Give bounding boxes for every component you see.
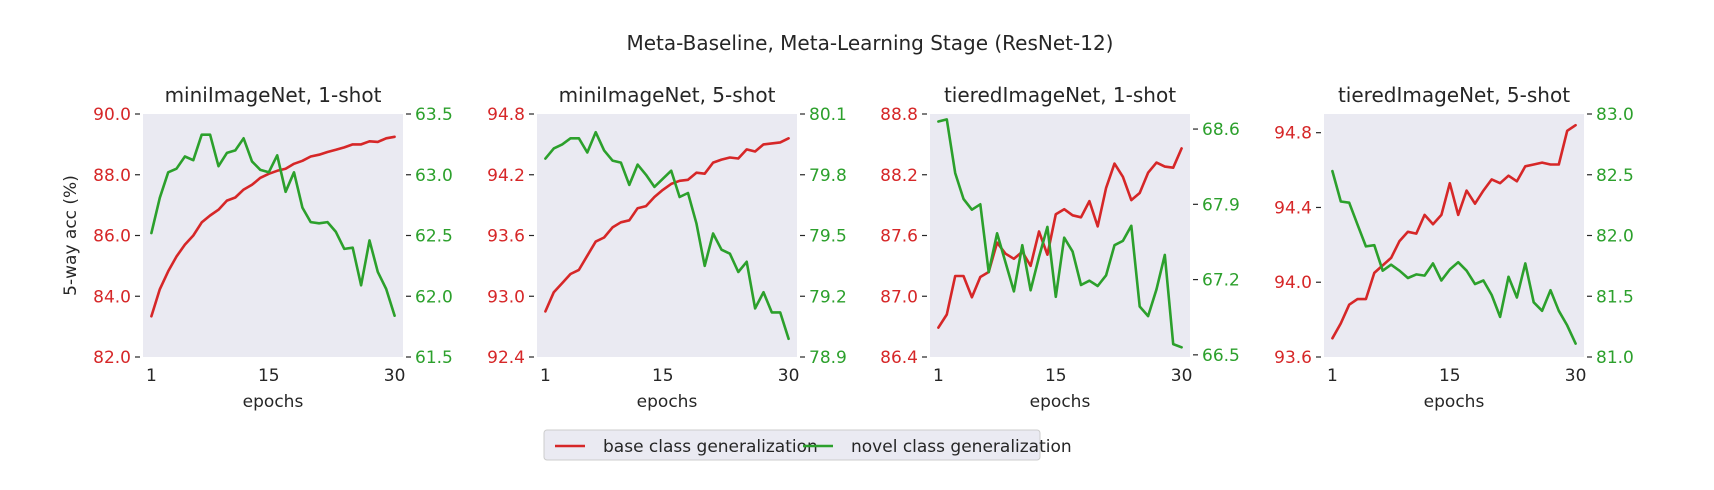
y-left-tick-label: 94.4 (1274, 198, 1312, 218)
x-tick-label: 1 (933, 366, 944, 386)
y-right-tick-label: 68.6 (1202, 120, 1240, 140)
legend-label-base: base class generalization (603, 437, 818, 457)
y-left-tick-label: 84.0 (93, 287, 131, 307)
base-class-line (937, 147, 1183, 329)
x-tick-label: 1 (146, 366, 157, 386)
subplot-2: miniImageNet, 5-shot 94.8 94.2 93.6 93.0 92.4… (487, 83, 847, 412)
subplot-title: tieredImageNet, 1-shot (944, 83, 1176, 107)
y-left-tick-label: 86.0 (93, 227, 131, 247)
y-left-tick-label: 88.2 (880, 166, 918, 186)
x-tick-label: 30 (384, 366, 406, 386)
novel-class-line (937, 118, 1183, 349)
y-right-tick-label: 79.8 (809, 166, 847, 186)
y-right-tick-label: 78.9 (809, 348, 847, 368)
y-left-tick-label: 88.8 (880, 105, 918, 125)
y-left-tick-label: 93.6 (487, 227, 525, 247)
y-right-tick-label: 81.0 (1596, 348, 1634, 368)
y-left-tick-label: 87.6 (880, 227, 918, 247)
plot-area (143, 114, 403, 357)
novel-class-line (544, 130, 790, 341)
subplot-title: tieredImageNet, 5-shot (1338, 83, 1570, 107)
subplot-title: miniImageNet, 1-shot (165, 83, 382, 107)
y-left-tick-label: 94.8 (1274, 124, 1312, 144)
novel-class-line (150, 133, 396, 318)
y-right-tick-label: 67.9 (1202, 195, 1240, 215)
subplot-title: miniImageNet, 5-shot (559, 83, 776, 107)
y-right-tick-label: 82.5 (1596, 166, 1634, 186)
y-right-tick-label: 82.0 (1596, 227, 1634, 247)
y-left-tick-label: 93.0 (487, 287, 525, 307)
y-left-tick-label: 94.2 (487, 166, 525, 186)
novel-class-line (1331, 169, 1577, 345)
x-tick-label: 30 (1565, 366, 1587, 386)
base-class-line (544, 137, 790, 313)
base-class-line (150, 135, 396, 318)
x-axis-label: epochs (637, 392, 698, 412)
y-left-tick-label: 88.0 (93, 166, 131, 186)
legend-label-novel: novel class generalization (851, 437, 1072, 457)
x-tick-label: 15 (258, 366, 280, 386)
plot-area (930, 114, 1190, 357)
y-right-tick-label: 63.0 (415, 166, 453, 186)
x-tick-label: 1 (540, 366, 551, 386)
x-axis-label: epochs (1030, 392, 1091, 412)
y-right-tick-label: 80.1 (809, 105, 847, 125)
legend: base class generalization novel class ge… (543, 429, 1072, 461)
x-tick-label: 15 (1045, 366, 1067, 386)
subplot-1: miniImageNet, 1-shot 90.0 88.0 86.0 84.0 82.0… (61, 83, 453, 412)
y-left-tick-label: 93.6 (1274, 348, 1312, 368)
y-right-tick-label: 61.5 (415, 348, 453, 368)
subplot-3: tieredImageNet, 1-shot 88.8 88.2 87.6 87.0 86… (880, 83, 1240, 412)
base-class-line (1331, 123, 1577, 340)
y-left-tick-label: 82.0 (93, 348, 131, 368)
y-right-tick-label: 67.2 (1202, 271, 1240, 291)
y-axis-label: 5-way acc (%) (61, 175, 81, 296)
legend-box (543, 429, 1041, 461)
plot-area (1324, 114, 1584, 357)
y-right-tick-label: 66.5 (1202, 346, 1240, 366)
y-left-tick-label: 90.0 (93, 105, 131, 125)
y-right-tick-label: 83.0 (1596, 105, 1634, 125)
x-tick-label: 30 (778, 366, 800, 386)
y-left-tick-label: 94.8 (487, 105, 525, 125)
y-right-tick-label: 79.2 (809, 287, 847, 307)
plot-area (537, 114, 797, 357)
x-tick-label: 30 (1171, 366, 1193, 386)
x-axis-label: epochs (243, 392, 304, 412)
y-left-tick-label: 94.0 (1274, 273, 1312, 293)
subplot-grid: miniImageNet, 1-shot 90.0 88.0 86.0 84.0 82.0… (61, 83, 1634, 412)
x-tick-label: 15 (652, 366, 674, 386)
x-tick-label: 15 (1439, 366, 1461, 386)
y-right-tick-label: 62.0 (415, 287, 453, 307)
figure-title: Meta-Baseline, Meta-Learning Stage (ResN… (627, 31, 1114, 55)
x-tick-label: 1 (1327, 366, 1338, 386)
y-left-tick-label: 87.0 (880, 287, 918, 307)
y-right-tick-label: 81.5 (1596, 287, 1634, 307)
x-axis-label: epochs (1424, 392, 1485, 412)
y-left-tick-label: 86.4 (880, 348, 918, 368)
y-right-tick-label: 79.5 (809, 227, 847, 247)
y-right-tick-label: 63.5 (415, 105, 453, 125)
subplot-4: tieredImageNet, 5-shot 94.8 94.4 94.0 93.6 83… (1274, 83, 1634, 412)
y-left-tick-label: 92.4 (487, 348, 525, 368)
y-right-tick-label: 62.5 (415, 227, 453, 247)
